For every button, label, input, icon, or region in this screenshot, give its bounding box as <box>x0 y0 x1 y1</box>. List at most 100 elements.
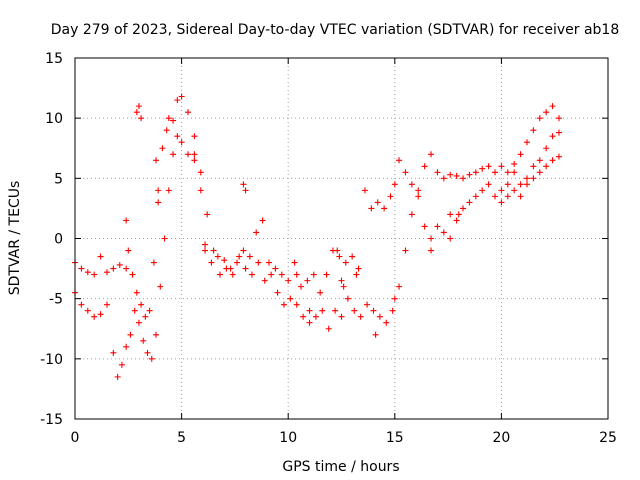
data-point <box>523 139 530 146</box>
data-point <box>555 115 562 122</box>
data-point <box>364 301 371 308</box>
data-point <box>334 247 341 254</box>
data-point <box>370 307 377 314</box>
data-point <box>165 187 172 194</box>
data-point <box>428 235 435 242</box>
data-point <box>543 163 550 170</box>
plot-frame <box>74 57 609 420</box>
data-point <box>460 175 467 182</box>
data-point <box>123 265 130 272</box>
data-point <box>428 247 435 254</box>
data-point <box>312 313 319 320</box>
x-axis-label: GPS time / hours <box>282 459 399 475</box>
data-point <box>135 319 142 326</box>
data-point <box>297 283 304 290</box>
data-point <box>248 271 255 278</box>
x-tick-labels: 0 5 10 15 20 25 <box>71 430 617 446</box>
data-point <box>133 289 140 296</box>
data-point <box>197 187 204 194</box>
data-point <box>174 97 181 104</box>
data-point <box>191 133 198 140</box>
data-point <box>485 181 492 188</box>
data-point <box>340 283 347 290</box>
data-point <box>440 175 447 182</box>
data-point <box>466 171 473 178</box>
data-point <box>174 133 181 140</box>
data-point <box>223 265 230 272</box>
data-point <box>408 181 415 188</box>
data-point <box>549 133 556 140</box>
series-scatter <box>123 103 462 338</box>
x-tick-label: 5 <box>177 430 186 446</box>
data-point <box>278 271 285 278</box>
data-point <box>372 331 379 338</box>
data-point <box>261 277 268 284</box>
data-point <box>240 181 247 188</box>
data-point <box>161 235 168 242</box>
data-point <box>485 163 492 170</box>
x-tick-label: 25 <box>599 430 617 446</box>
data-point <box>504 193 511 200</box>
data-point <box>498 199 505 206</box>
data-point <box>197 169 204 176</box>
data-point <box>517 151 524 158</box>
data-point <box>110 265 117 272</box>
data-point <box>138 301 145 308</box>
data-point <box>103 269 110 276</box>
data-point <box>125 247 132 254</box>
data-point <box>170 117 177 124</box>
data-point <box>114 373 121 380</box>
data-point <box>306 319 313 326</box>
data-point <box>402 169 409 176</box>
chart-title: Day 279 of 2023, Sidereal Day-to-day VTE… <box>51 22 620 38</box>
data-point <box>135 103 142 110</box>
data-point <box>123 217 130 224</box>
data-point <box>530 163 537 170</box>
data-point <box>138 115 145 122</box>
x-tick-label: 15 <box>386 430 404 446</box>
data-point <box>361 187 368 194</box>
data-point <box>421 163 428 170</box>
data-point <box>391 181 398 188</box>
data-point <box>530 127 537 134</box>
series-upper <box>72 93 562 320</box>
data-point <box>504 169 511 176</box>
data-point <box>150 259 157 266</box>
data-point <box>536 169 543 176</box>
data-point <box>259 217 266 224</box>
data-point <box>332 307 339 314</box>
data-point <box>210 247 217 254</box>
data-point <box>549 103 556 110</box>
data-point <box>236 253 243 260</box>
data-point <box>357 313 364 320</box>
data-point <box>306 307 313 314</box>
x-tick-label: 20 <box>492 430 510 446</box>
data-point <box>323 271 330 278</box>
data-point <box>184 151 191 158</box>
data-point <box>555 129 562 136</box>
data-point <box>472 193 479 200</box>
data-point <box>440 229 447 236</box>
data-point <box>191 151 198 158</box>
data-point <box>255 259 262 266</box>
data-point <box>387 193 394 200</box>
data-point <box>178 139 185 146</box>
data-point <box>492 169 499 176</box>
data-point <box>287 295 294 302</box>
data-point <box>202 247 209 254</box>
data-point <box>492 193 499 200</box>
data-point <box>517 193 524 200</box>
data-point <box>253 229 260 236</box>
data-point <box>291 259 298 266</box>
data-point <box>103 301 110 308</box>
y-axis-label: SDTVAR / TECUs <box>7 181 23 296</box>
data-point <box>280 301 287 308</box>
data-point <box>133 109 140 116</box>
data-point <box>159 145 166 152</box>
data-point <box>396 283 403 290</box>
data-point <box>543 109 550 116</box>
data-point <box>415 187 422 194</box>
data-point <box>376 313 383 320</box>
data-point <box>549 157 556 164</box>
data-point <box>84 307 91 314</box>
